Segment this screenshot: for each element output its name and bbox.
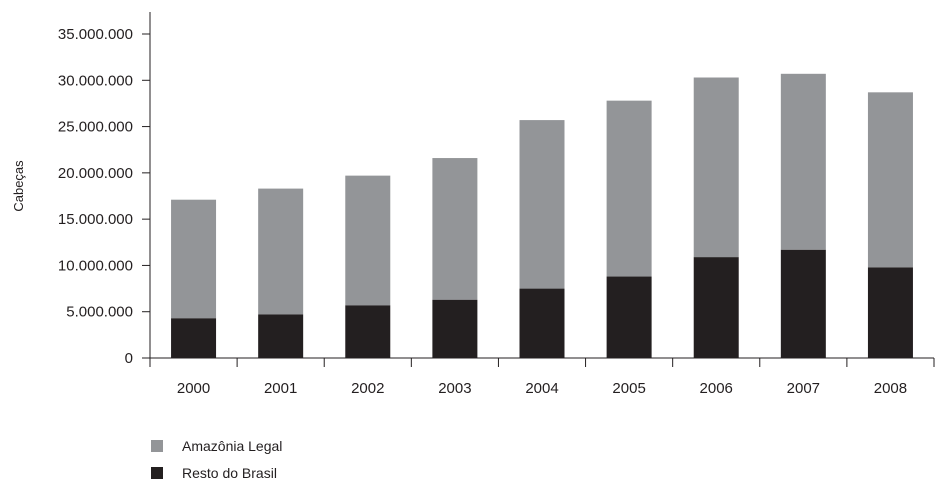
bar-resto-do-brasil [258, 314, 304, 358]
bar-amazonia-legal [867, 92, 913, 268]
x-axis: 2000 2001 2002 2003 2004 2005 2006 2007 2008 [149, 357, 935, 397]
y-tick-label: 35.000.000 [58, 26, 133, 43]
legend-label: Resto do Brasil [182, 465, 277, 481]
bar-amazonia-legal [780, 73, 826, 250]
bar-amazonia-legal [171, 199, 217, 319]
bar-resto-do-brasil [171, 318, 217, 358]
bar-resto-do-brasil [345, 305, 391, 358]
bar-resto-do-brasil [606, 276, 652, 358]
x-tick-label: 2001 [264, 380, 297, 397]
bar-resto-do-brasil [780, 249, 826, 358]
x-tick-label: 2002 [351, 380, 384, 397]
bar-amazonia-legal [606, 100, 652, 277]
y-tick-label: 5.000.000 [66, 304, 133, 321]
y-tick-label: 20.000.000 [58, 165, 133, 182]
bar-amazonia-legal [432, 158, 478, 300]
y-tick-label: 10.000.000 [58, 257, 133, 274]
y-tick-label: 25.000.000 [58, 119, 133, 136]
bar-amazonia-legal [258, 188, 304, 315]
x-tick-label: 2006 [700, 380, 733, 397]
y-tick-label: 15.000.000 [58, 211, 133, 228]
x-tick-label: 2003 [438, 380, 471, 397]
bar-resto-do-brasil [867, 267, 913, 358]
y-tick-label: 30.000.000 [58, 72, 133, 89]
bars [171, 73, 913, 358]
bar-resto-do-brasil [519, 288, 565, 358]
legend-swatch-resto-do-brasil [151, 467, 163, 479]
y-axis: 0 5.000.000 10.000.000 15.000.000 20.000.000… [58, 12, 151, 367]
x-tick-label: 2008 [874, 380, 907, 397]
bar-amazonia-legal [519, 120, 565, 289]
x-tick-label: 2000 [177, 380, 210, 397]
bar-resto-do-brasil [432, 299, 478, 358]
y-axis-label: Cabeças [11, 160, 26, 212]
x-tick-label: 2004 [525, 380, 558, 397]
bar-amazonia-legal [345, 175, 391, 306]
bar-amazonia-legal [693, 77, 739, 258]
x-tick-label: 2007 [787, 380, 820, 397]
x-tick-label: 2005 [612, 380, 645, 397]
bar-resto-do-brasil [693, 257, 739, 358]
legend: Amazônia Legal Resto do Brasil [151, 438, 282, 481]
legend-swatch-amazonia-legal [151, 440, 163, 452]
legend-label: Amazônia Legal [182, 438, 282, 454]
y-tick-label: 0 [125, 350, 133, 367]
